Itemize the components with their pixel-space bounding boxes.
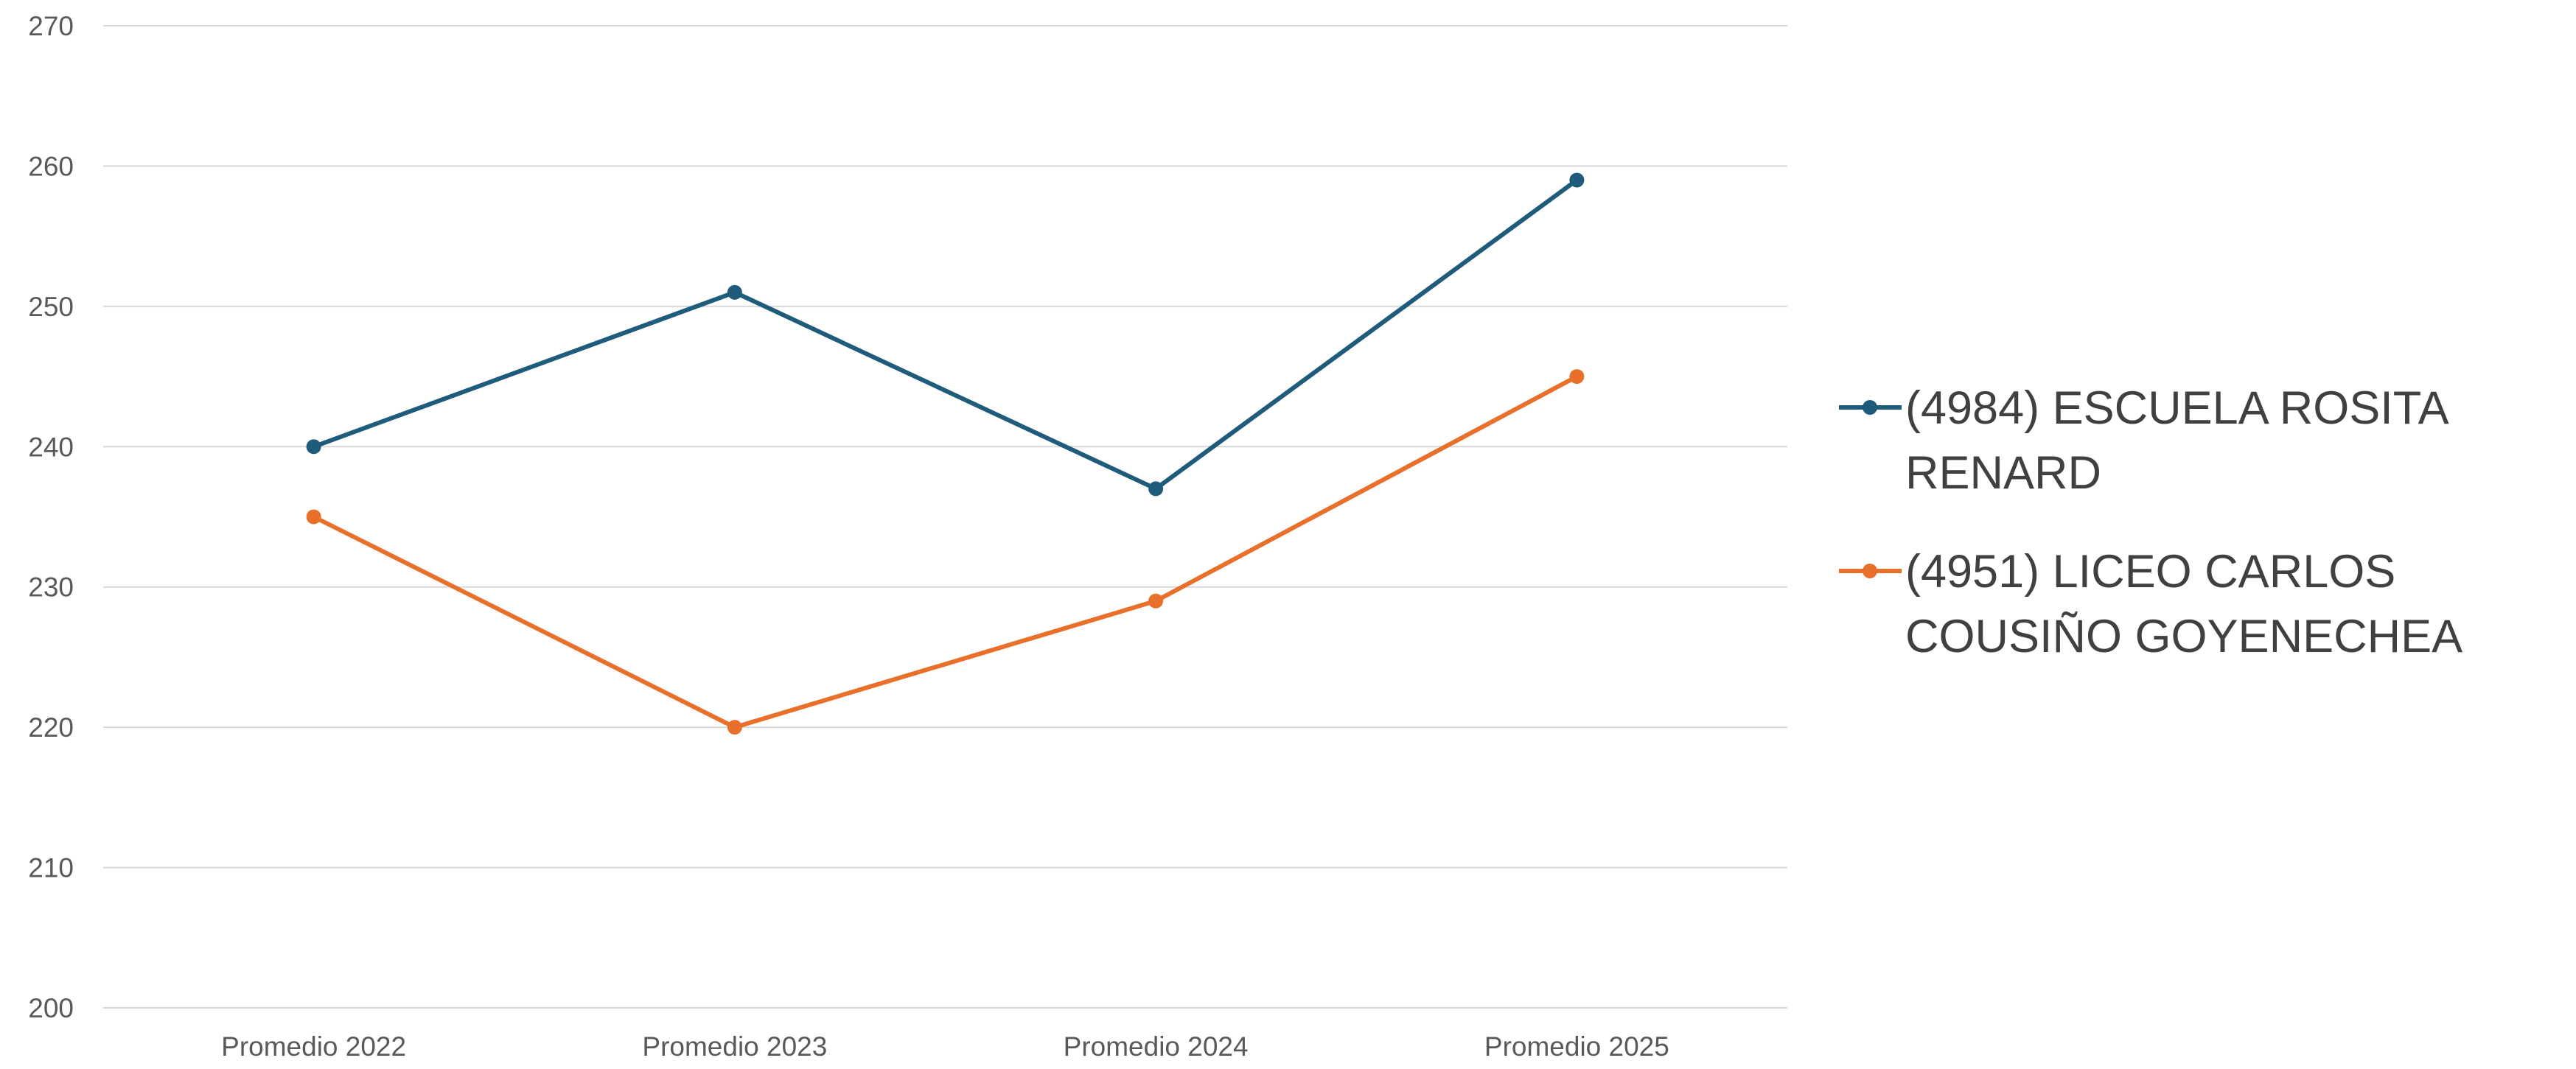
data-point bbox=[306, 439, 321, 455]
data-point bbox=[306, 509, 321, 525]
series-lines bbox=[306, 172, 1585, 735]
x-tick-label: Promedio 2025 bbox=[1484, 1031, 1669, 1062]
data-point bbox=[727, 720, 742, 735]
legend-label: (4984) ESCUELA ROSITA bbox=[1905, 382, 2449, 434]
legend-swatch-marker bbox=[1863, 564, 1877, 578]
series-line bbox=[311, 374, 1580, 730]
x-tick-label: Promedio 2023 bbox=[642, 1031, 827, 1062]
legend-label: (4951) LICEO CARLOS bbox=[1905, 546, 2395, 597]
y-tick-label: 250 bbox=[28, 292, 74, 322]
data-point bbox=[727, 284, 742, 300]
data-point bbox=[1148, 481, 1164, 497]
grid-lines bbox=[103, 25, 1787, 1009]
data-point bbox=[1569, 172, 1585, 188]
x-tick-label: Promedio 2022 bbox=[221, 1031, 406, 1062]
x-axis-tick-labels: Promedio 2022 Promedio 2023 Promedio 2024 P… bbox=[221, 1031, 1669, 1062]
legend-label: RENARD bbox=[1905, 447, 2101, 499]
series-line bbox=[311, 178, 1580, 491]
data-point bbox=[1148, 593, 1164, 609]
x-tick-label: Promedio 2024 bbox=[1064, 1031, 1249, 1062]
y-tick-label: 240 bbox=[28, 432, 74, 462]
y-tick-label: 220 bbox=[28, 712, 74, 743]
y-tick-label: 200 bbox=[28, 993, 74, 1023]
y-tick-label: 260 bbox=[28, 151, 74, 181]
y-axis-tick-labels: 200 210 220 230 240 250 260 270 bbox=[28, 11, 74, 1023]
y-tick-label: 230 bbox=[28, 572, 74, 603]
data-point bbox=[1569, 369, 1585, 385]
y-tick-label: 270 bbox=[28, 11, 74, 41]
y-tick-label: 210 bbox=[28, 853, 74, 883]
legend: (4984) ESCUELA ROSITA RENARD (4951) LICEO … bbox=[1839, 382, 2462, 662]
legend-label: COUSIÑO GOYENECHEA bbox=[1905, 611, 2462, 662]
legend-swatch-marker bbox=[1863, 400, 1877, 415]
